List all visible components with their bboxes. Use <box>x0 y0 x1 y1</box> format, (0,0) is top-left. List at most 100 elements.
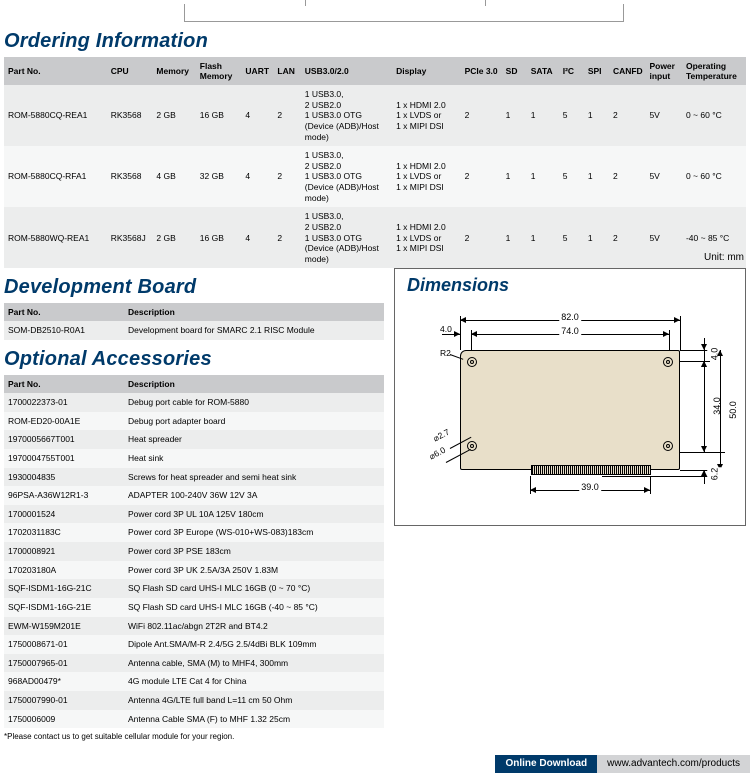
column-header: UART <box>241 57 273 85</box>
column-header: LAN <box>273 57 300 85</box>
table-cell: 1 <box>502 207 527 268</box>
table-cell: 16 GB <box>196 85 242 146</box>
table-cell: SQF-ISDM1-16G-21E <box>4 598 124 617</box>
table-cell: ROM-5880CQ-RFA1 <box>4 146 107 207</box>
column-header: USB3.0/2.0 <box>301 57 392 85</box>
table-row: 1750007990-01Antenna 4G/LTE full band L=… <box>4 691 384 710</box>
table-cell: 1750007990-01 <box>4 691 124 710</box>
table-cell: 4 <box>241 207 273 268</box>
dimension-drawing: 82.0 74.0 4.0 4.0 <box>412 302 732 502</box>
table-cell: 2 <box>609 207 646 268</box>
table-cell: 1700001524 <box>4 505 124 524</box>
table-cell: 1750007965-01 <box>4 654 124 673</box>
table-cell: 16 GB <box>196 207 242 268</box>
table-cell: 1 x HDMI 2.01 x LVDS or1 x MIPI DSI <box>392 207 460 268</box>
table-cell: SQ Flash SD card UHS-I MLC 16GB (0 ~ 70 … <box>124 579 384 598</box>
devboard-heading: Development Board <box>4 276 384 299</box>
page-top-fragment <box>184 4 624 22</box>
table-cell: 0 ~ 60 °C <box>682 85 746 146</box>
column-header: Operating Temperature <box>682 57 746 85</box>
table-cell: 5V <box>645 207 682 268</box>
mounting-hole <box>663 357 673 367</box>
table-cell: WiFi 802.11ac/abgn 2T2R and BT4.2 <box>124 617 384 636</box>
table-cell: 1 USB3.0,2 USB2.01 USB3.0 OTG (Device (A… <box>301 85 392 146</box>
table-cell: 968AD00479* <box>4 672 124 691</box>
table-cell: 0 ~ 60 °C <box>682 146 746 207</box>
table-cell: Dipole Ant.SMA/M-R 2.4/5G 2.5/4dBi BLK 1… <box>124 635 384 654</box>
table-cell: 170203180A <box>4 561 124 580</box>
column-header: Description <box>124 375 384 393</box>
table-cell: ADAPTER 100-240V 36W 12V 3A <box>124 486 384 505</box>
table-cell: 2 <box>461 85 502 146</box>
dim-6p2: 6.2 <box>707 468 721 481</box>
table-row: 1750007965-01Antenna cable, SMA (M) to M… <box>4 654 384 673</box>
table-cell: 2 GB <box>152 207 195 268</box>
table-row: ROM-5880WQ-REA1RK3568J2 GB16 GB421 USB3.… <box>4 207 746 268</box>
accessories-heading: Optional Accessories <box>4 348 384 371</box>
table-cell: 2 <box>273 207 300 268</box>
column-header: CANFD <box>609 57 646 85</box>
table-cell: RK3568 <box>107 85 153 146</box>
table-row: SQF-ISDM1-16G-21ESQ Flash SD card UHS-I … <box>4 598 384 617</box>
table-cell: ROM-5880WQ-REA1 <box>4 207 107 268</box>
column-header: PCIe 3.0 <box>461 57 502 85</box>
column-header: CPU <box>107 57 153 85</box>
table-cell: 2 <box>609 85 646 146</box>
table-cell: Screws for heat spreader and semi heat s… <box>124 468 384 487</box>
footer-url[interactable]: www.advantech.com/products <box>597 755 750 773</box>
table-cell: Power cord 3P UL 10A 125V 180cm <box>124 505 384 524</box>
table-cell: SQF-ISDM1-16G-21C <box>4 579 124 598</box>
table-cell: 1750008671-01 <box>4 635 124 654</box>
table-cell: 1700008921 <box>4 542 124 561</box>
table-cell: Power cord 3P PSE 183cm <box>124 542 384 561</box>
table-cell: 2 <box>609 146 646 207</box>
column-header: Power input <box>645 57 682 85</box>
table-cell: 1 x HDMI 2.01 x LVDS or1 x MIPI DSI <box>392 146 460 207</box>
dim-d2p7: ⌀2.7 <box>431 427 451 445</box>
table-cell: 1702031183C <box>4 523 124 542</box>
table-row: 1750006009Antenna Cable SMA (F) to MHF 1… <box>4 710 384 729</box>
dim-74: 74.0 <box>559 326 581 336</box>
table-cell: 5 <box>559 85 584 146</box>
table-cell: 96PSA-A36W12R1-3 <box>4 486 124 505</box>
table-cell: 1 <box>584 207 609 268</box>
table-cell: 32 GB <box>196 146 242 207</box>
table-row: 1970004755T001Heat sink <box>4 449 384 468</box>
column-header: Display <box>392 57 460 85</box>
table-cell: Antenna 4G/LTE full band L=11 cm 50 Ohm <box>124 691 384 710</box>
table-row: 170203180APower cord 3P UK 2.5A/3A 250V … <box>4 561 384 580</box>
mounting-hole <box>467 357 477 367</box>
mounting-hole <box>663 441 673 451</box>
table-cell: 5V <box>645 85 682 146</box>
devboard-table: Part No.Description SOM-DB2510-R0A1Devel… <box>4 303 384 340</box>
table-cell: 1 <box>527 207 559 268</box>
table-cell: Power cord 3P Europe (WS-010+WS-083)183c… <box>124 523 384 542</box>
table-cell: 1970004755T001 <box>4 449 124 468</box>
table-row: 1970005667T001Heat spreader <box>4 430 384 449</box>
column-header: SATA <box>527 57 559 85</box>
table-cell: Development board for SMARC 2.1 RISC Mod… <box>124 321 384 340</box>
table-row: ROM-5880CQ-RFA1RK35684 GB32 GB421 USB3.0… <box>4 146 746 207</box>
table-cell: RK3568 <box>107 146 153 207</box>
dim-4-left: 4.0 <box>440 324 452 334</box>
dim-d6: ⌀6.0 <box>427 445 447 463</box>
table-cell: Antenna Cable SMA (F) to MHF 1.32 25cm <box>124 710 384 729</box>
table-cell: 1 USB3.0,2 USB2.01 USB3.0 OTG (Device (A… <box>301 207 392 268</box>
table-cell: 1 x HDMI 2.01 x LVDS or1 x MIPI DSI <box>392 85 460 146</box>
column-header: Memory <box>152 57 195 85</box>
column-header: I²C <box>559 57 584 85</box>
accessories-table: Part No.Description 1700022373-01Debug p… <box>4 375 384 728</box>
dim-34: 34.0 <box>710 398 724 416</box>
table-cell: 4 GB <box>152 146 195 207</box>
table-row: SOM-DB2510-R0A1Development board for SMA… <box>4 321 384 340</box>
table-cell: 1 <box>527 85 559 146</box>
table-cell: Power cord 3P UK 2.5A/3A 250V 1.83M <box>124 561 384 580</box>
table-cell: 1 <box>527 146 559 207</box>
table-cell: 1970005667T001 <box>4 430 124 449</box>
table-cell: Antenna cable, SMA (M) to MHF4, 300mm <box>124 654 384 673</box>
table-cell: 1 <box>584 146 609 207</box>
table-cell: SOM-DB2510-R0A1 <box>4 321 124 340</box>
table-cell: 2 <box>273 146 300 207</box>
table-cell: 1 <box>502 85 527 146</box>
table-cell: Heat spreader <box>124 430 384 449</box>
